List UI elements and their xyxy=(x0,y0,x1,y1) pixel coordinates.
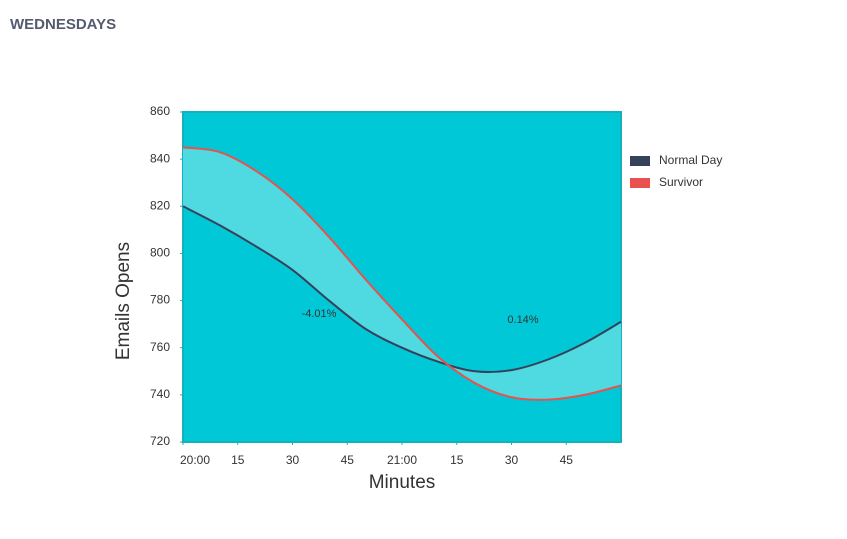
x-tick-label: 30 xyxy=(286,453,300,467)
x-tick-label: 45 xyxy=(560,453,574,467)
x-axis-label: Minutes xyxy=(369,472,436,493)
y-tick-label: 720 xyxy=(150,434,170,448)
y-tick-label: 760 xyxy=(150,340,170,354)
legend-swatch xyxy=(630,156,650,166)
x-tick-label: 20:00 xyxy=(180,453,210,467)
legend-swatch xyxy=(630,178,650,188)
x-tick-label: 15 xyxy=(231,453,245,467)
y-tick-label: 780 xyxy=(150,293,170,307)
x-tick-label: 45 xyxy=(341,453,355,467)
x-tick-label: 30 xyxy=(505,453,519,467)
chart-title: WEDNESDAYS xyxy=(10,16,116,33)
legend-label: Normal Day xyxy=(659,153,722,167)
x-tick-label: 21:00 xyxy=(387,453,417,467)
annotation: -4.01% xyxy=(302,308,337,320)
line xyxy=(182,146,622,401)
y-tick-label: 740 xyxy=(150,387,170,401)
y-tick-label: 840 xyxy=(150,151,170,165)
annotation: 0.14% xyxy=(507,314,538,326)
y-axis-label: Emails Opens xyxy=(113,242,134,360)
y-tick-label: 820 xyxy=(150,198,170,212)
y-tick-label: 860 xyxy=(150,104,170,118)
legend-label: Survivor xyxy=(659,175,703,189)
x-tick-label: 15 xyxy=(450,453,464,467)
y-tick-label: 800 xyxy=(150,246,170,260)
band-area xyxy=(183,147,621,400)
line xyxy=(182,205,622,374)
